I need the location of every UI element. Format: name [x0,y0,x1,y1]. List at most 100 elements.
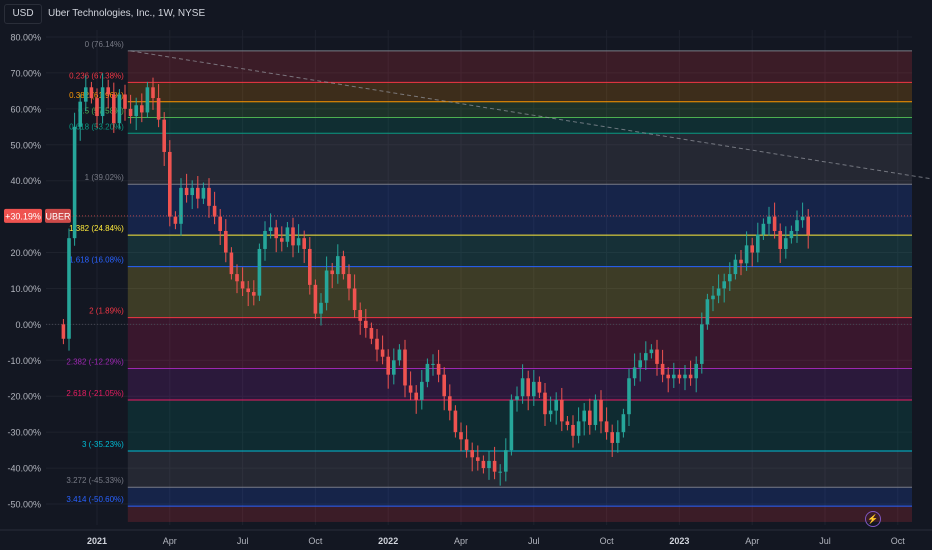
candle-body [252,292,256,296]
candle [347,264,351,301]
candle [442,367,446,411]
candle-body [156,98,161,120]
fib-level-label: 3.272 (-45.33%) [66,476,124,485]
candle [453,405,458,438]
candle-body [420,381,424,400]
candle [212,191,217,225]
candle-body [151,87,155,99]
candle-body [806,216,810,235]
candle-body [240,281,245,289]
candle-body [677,374,682,379]
candle-body [666,374,670,379]
y-tick-label: 80.00% [10,33,41,43]
candle-body [688,374,693,379]
candle-body [772,216,777,231]
candle-body [632,367,637,379]
candle [722,273,726,303]
candle [571,415,575,448]
candle-body [543,392,547,415]
candle [274,219,278,253]
candle [436,349,441,383]
y-tick-label: -50.00% [7,500,41,510]
candle [224,219,228,263]
candle [403,339,407,398]
candle [705,293,710,330]
candle [448,384,452,421]
candle [179,178,183,236]
fib-band [127,450,913,488]
candle [162,112,166,166]
x-tick-label: Apr [454,536,468,546]
candle [655,339,659,376]
candle [481,455,486,474]
candle [196,176,200,209]
candle-body [134,105,138,117]
candle-body [128,108,133,117]
candle-body [448,396,452,411]
x-tick-label: 2023 [669,536,689,546]
symbol-badge [45,208,71,223]
candle-body [565,421,570,425]
candle [588,398,592,435]
candle-body [168,151,172,217]
candle [218,209,222,245]
fib-band [127,235,913,267]
candle [800,202,805,228]
candle-body [795,220,799,231]
candle [784,226,788,259]
candle-body [571,424,575,436]
candle [341,250,346,280]
candle [683,364,687,391]
candle [604,407,609,440]
candle [291,217,295,258]
y-tick-label: -10.00% [7,356,41,366]
candle [313,279,318,319]
x-axis: 2021 Apr Jul Oct 2022 Apr Jul Oct 2023 Apr Jul Oct [87,536,905,546]
candle [688,360,693,386]
candle [78,94,82,141]
candle [789,225,794,244]
fib-band [127,506,913,522]
candle-body [369,327,374,339]
candle-body [604,421,609,433]
candle-body [459,432,463,440]
candle [364,308,368,338]
candle [543,382,547,427]
candle [61,318,66,345]
candle [582,403,586,436]
candle [672,362,676,388]
y-tick-label: 40.00% [10,176,41,186]
candle-body [520,378,525,397]
candle [644,341,648,371]
candle [414,385,418,414]
candle [240,267,245,297]
candle [778,223,782,263]
candle-body [509,399,514,451]
candle [252,280,256,306]
fib-level-label: 3 (-35.23%) [82,440,124,449]
candle [632,353,637,386]
candle [268,213,273,239]
candle [711,285,715,312]
y-tick-label: 0.00% [15,320,41,330]
candle-body [280,238,284,242]
candle-body [246,288,250,293]
lightning-icon[interactable]: ⚡ [865,511,881,527]
y-tick-label: 60.00% [10,104,41,114]
candle-body [784,238,788,249]
candle [459,422,463,452]
candle [565,415,570,431]
candle-body [145,87,150,113]
candle-body [324,270,329,303]
candle [336,244,340,284]
candle [621,408,626,438]
y-tick-label: 50.00% [10,140,41,150]
candle [134,97,138,131]
currency-badge[interactable]: USD [4,4,42,24]
candle [302,230,306,263]
candle [84,75,88,112]
candle-body [767,216,771,224]
candle-body [582,410,586,422]
candle-body [291,227,295,246]
